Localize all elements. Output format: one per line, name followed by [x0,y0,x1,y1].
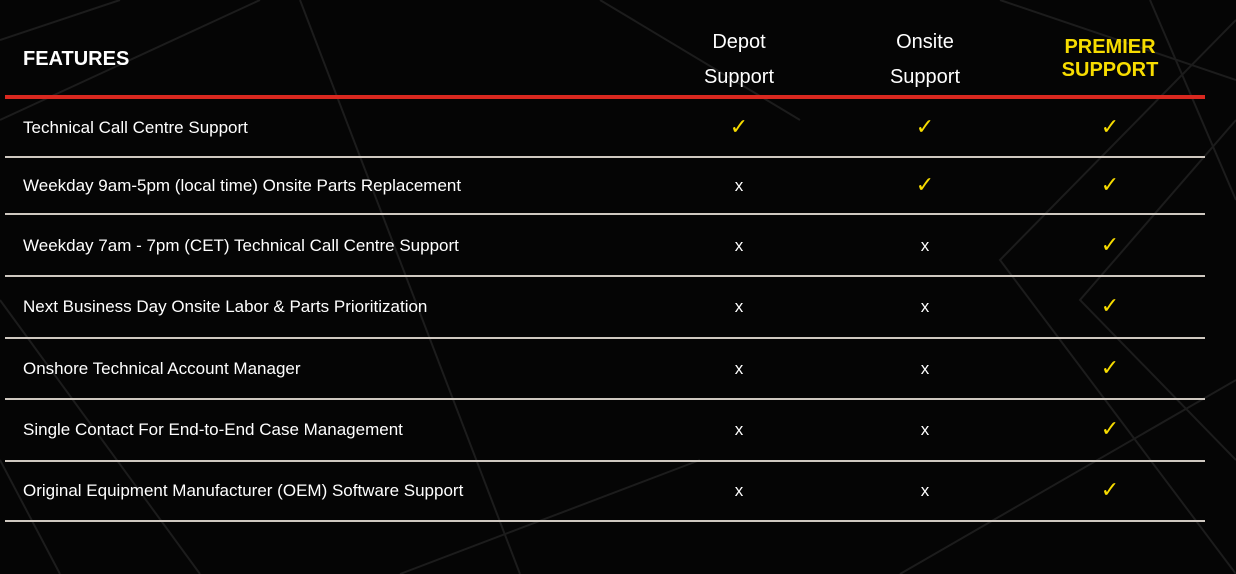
feature-label: Single Contact For End-to-End Case Manag… [23,420,403,439]
check-icon: ✓ [1100,416,1120,441]
header-divider [5,95,1205,99]
table-row: Original Equipment Manufacturer (OEM) So… [5,462,1205,522]
check-icon: ✓ [1100,232,1120,257]
column-header-line: PREMIER [1064,36,1156,58]
column-header-line: Support [703,66,775,88]
feature-label: Onshore Technical Account Manager [23,358,301,378]
table-row: Weekday 9am-5pm (local time) Onsite Part… [5,158,1205,215]
column-header-premier: PREMIER SUPPORT [1020,36,1200,82]
cross-icon: x [734,358,744,378]
cross-icon: x [734,236,744,255]
features-heading: FEATURES [23,48,130,70]
feature-label: Weekday 9am-5pm (local time) Onsite Part… [23,175,462,195]
cross-icon: x [920,420,930,439]
check-icon: ✓ [915,171,935,197]
feature-label: Original Equipment Manufacturer (OEM) So… [23,481,464,500]
check-icon: ✓ [1100,113,1120,139]
table-row: Technical Call Centre Support ✓ ✓ ✓ [5,99,1205,158]
check-icon: ✓ [1100,171,1120,197]
feature-label: Next Business Day Onsite Labor & Parts P… [23,297,428,316]
column-header-line: Onsite [896,31,954,53]
check-icon: ✓ [1100,293,1120,318]
column-header-line: Depot [712,31,766,53]
column-header-depot: Depot Support [649,25,829,95]
cross-icon: x [734,297,744,316]
cross-icon: x [920,236,930,255]
cross-icon: x [920,297,930,316]
table-row: Single Contact For End-to-End Case Manag… [5,400,1205,462]
feature-label: Weekday 7am - 7pm (CET) Technical Call C… [23,236,459,255]
cross-icon: x [920,358,930,378]
table-row: Next Business Day Onsite Labor & Parts P… [5,277,1205,339]
cross-icon: x [920,481,930,500]
column-header-onsite: Onsite Support [835,25,1015,95]
column-header-line: Support [889,66,961,88]
feature-label: Technical Call Centre Support [23,117,248,137]
cross-icon: x [734,481,744,500]
cross-icon: x [734,420,744,439]
check-icon: ✓ [729,113,749,139]
cross-icon: x [734,175,744,195]
column-header-line: SUPPORT [1061,59,1159,81]
check-icon: ✓ [915,113,935,139]
table-row: Onshore Technical Account Manager x x ✓ [5,339,1205,400]
check-icon: ✓ [1100,477,1120,502]
check-icon: ✓ [1100,354,1120,380]
table-row: Weekday 7am - 7pm (CET) Technical Call C… [5,217,1205,277]
